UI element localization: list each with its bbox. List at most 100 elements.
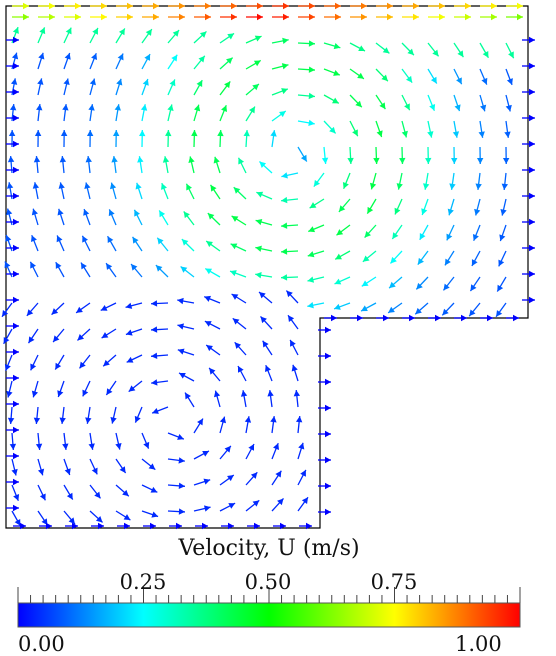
velocity-arrow (267, 390, 273, 407)
velocity-arrow (57, 235, 64, 251)
velocity-arrow (116, 485, 129, 496)
velocity-arrow (108, 236, 116, 251)
velocity-arrow (324, 95, 339, 103)
velocity-arrow (281, 172, 298, 178)
velocity-arrow (246, 472, 257, 485)
velocity-arrow (259, 162, 272, 173)
velocity-arrow (127, 355, 142, 363)
velocity-arrow (6, 427, 19, 433)
velocity-arrow (194, 31, 206, 43)
velocity-arrow (272, 3, 289, 9)
velocity-arrow (179, 373, 194, 381)
velocity-arrow (322, 147, 328, 164)
velocity-arrow (475, 173, 481, 190)
velocity-arrow (38, 14, 55, 20)
velocity-arrow (152, 407, 168, 414)
velocity-arrow (60, 156, 66, 173)
velocity-arrow (6, 245, 19, 251)
velocity-arrow (194, 80, 202, 95)
velocity-arrow (85, 407, 91, 424)
velocity-arrow (335, 251, 350, 259)
velocity-arrow (106, 263, 116, 277)
velocity-arrow (454, 69, 462, 84)
velocity-arrow (182, 239, 194, 251)
velocity-arrow (334, 303, 350, 310)
velocity-arrow (90, 511, 103, 522)
velocity-arrow (270, 130, 276, 147)
velocity-arrow (82, 236, 90, 251)
velocity-arrow (220, 446, 231, 459)
velocity-arrow (165, 130, 171, 147)
velocity-arrow (298, 14, 315, 20)
velocity-arrow (446, 225, 454, 240)
velocity-arrow (389, 277, 402, 288)
velocity-arrow (82, 381, 90, 396)
velocity-arrow (151, 353, 168, 359)
velocity-arrow (6, 375, 19, 381)
velocity-arrow (12, 485, 19, 501)
velocity-arrow (272, 443, 279, 459)
velocity-arrow (142, 433, 149, 449)
velocity-arrow (365, 225, 376, 238)
velocity-arrow (290, 340, 298, 355)
velocity-arrow (498, 251, 506, 266)
velocity-arrow (298, 147, 307, 162)
velocity-arrow (142, 485, 157, 493)
velocity-arrow (350, 43, 365, 51)
velocity-arrow (168, 457, 185, 463)
velocity-arrow (116, 54, 123, 69)
velocity-arrow (161, 183, 168, 199)
velocity-arrow (64, 3, 81, 9)
velocity-arrow (402, 43, 414, 55)
colorbar-tick-label: 0.25 (120, 570, 167, 594)
colorbar-tick-label: 0.50 (245, 570, 292, 594)
velocity-arrow (324, 69, 340, 76)
velocity-arrow (402, 121, 408, 137)
velocity-arrow (376, 315, 389, 321)
velocity-arrow (8, 407, 14, 424)
velocity-arrow (415, 303, 428, 314)
velocity-arrow (110, 183, 116, 199)
velocity-arrow (131, 264, 142, 277)
velocity-arrow (6, 505, 19, 511)
velocity-arrow (181, 267, 194, 277)
velocity-arrow (36, 433, 42, 450)
velocity-arrow (136, 183, 142, 199)
velocity-arrow (376, 43, 389, 53)
velocity-arrow (63, 78, 69, 95)
velocity-arrow (428, 43, 439, 56)
velocity-arrow (272, 88, 288, 95)
velocity-arrow (116, 79, 122, 95)
velocity-arrow (109, 209, 116, 225)
velocity-arrow (281, 248, 298, 254)
velocity-arrow (281, 274, 298, 280)
velocity-arrow (272, 498, 284, 511)
velocity-arrow (496, 303, 506, 317)
velocity-arrow (376, 121, 383, 137)
velocity-arrow (308, 225, 324, 232)
velocity-arrow (220, 58, 233, 69)
velocity-arrow (292, 365, 298, 381)
velocity-arrow (217, 130, 223, 147)
velocity-arrow (2, 303, 12, 317)
velocity-arrow (350, 14, 367, 20)
velocity-arrow (480, 315, 493, 321)
velocity-arrow (288, 315, 298, 329)
velocity-arrow (449, 173, 455, 190)
velocity-arrow (506, 95, 512, 111)
velocity-arrow (168, 79, 175, 95)
velocity-arrow (64, 485, 73, 500)
velocity-arrow (298, 120, 315, 126)
velocity-arrow (298, 66, 315, 72)
velocity-arrow (246, 60, 261, 69)
velocity-arrow (428, 14, 445, 20)
velocity-arrow (504, 121, 510, 138)
velocity-arrow (416, 277, 428, 289)
velocity-arrow (425, 147, 431, 164)
velocity-arrow (52, 303, 64, 315)
velocity-arrow (185, 393, 194, 407)
velocity-arrow (402, 3, 419, 9)
velocity-arrow (6, 349, 19, 355)
velocity-arrow (142, 511, 158, 518)
velocity-arrow (30, 262, 38, 277)
